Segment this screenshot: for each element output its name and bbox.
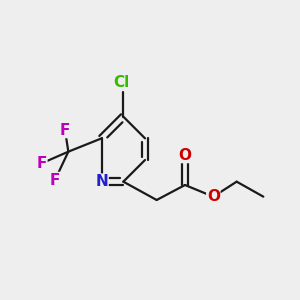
Text: F: F [50,172,60,188]
Text: F: F [37,156,47,171]
Text: F: F [60,122,70,137]
Text: O: O [207,189,220,204]
Text: O: O [178,148,191,163]
Text: N: N [95,174,108,189]
Text: Cl: Cl [113,75,130,90]
